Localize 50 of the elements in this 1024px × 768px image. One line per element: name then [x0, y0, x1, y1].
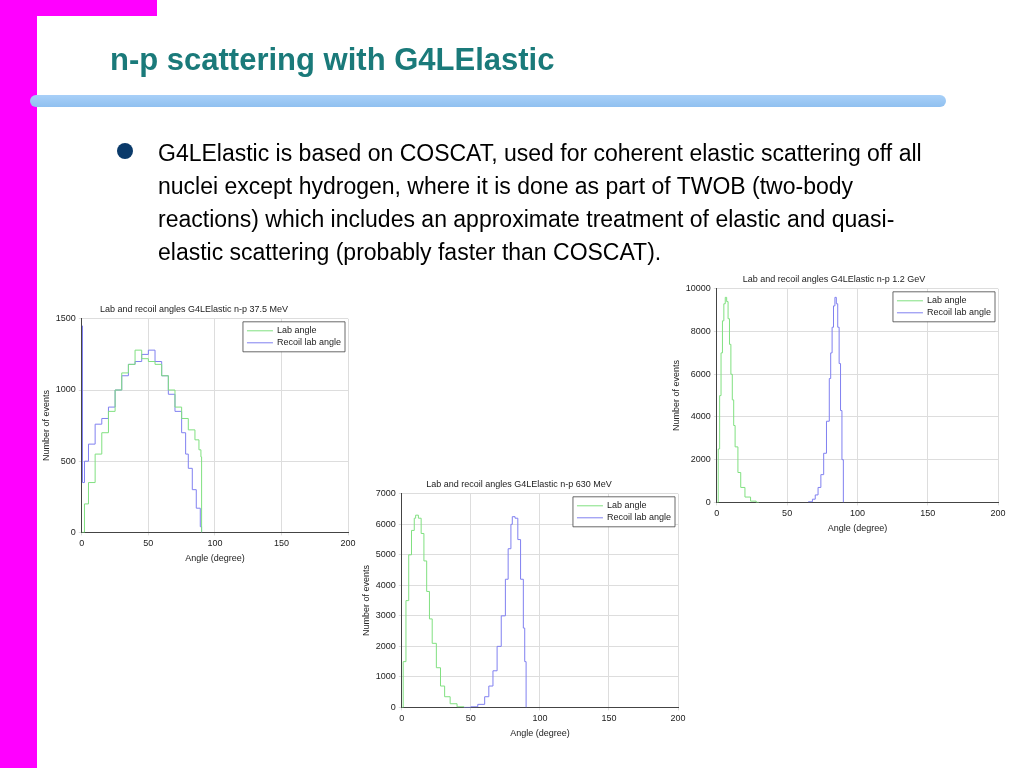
chart-title: Lab and recoil angles G4LElastic n-p 37.5 MeV [99, 303, 289, 314]
y-tick-label: 10000 [685, 283, 711, 294]
y-tick-label: 4000 [375, 579, 396, 590]
x-axis-title: Angle (degree) [185, 553, 245, 564]
legend-label: Lab angle [606, 500, 647, 511]
legend-label: Lab angle [276, 325, 317, 336]
y-tick-label: 6000 [375, 518, 396, 529]
x-tick-label: 100 [532, 713, 548, 724]
x-tick-label: 50 [143, 538, 154, 549]
x-tick-label: 0 [79, 538, 85, 549]
x-tick-label: 100 [849, 508, 865, 519]
x-tick-label: 100 [207, 538, 223, 549]
legend-label: Lab angle [926, 295, 967, 306]
y-tick-label: 8000 [690, 326, 711, 336]
x-tick-label: 0 [399, 713, 405, 724]
x-tick-label: 0 [714, 508, 720, 519]
x-tick-label: 150 [601, 713, 617, 724]
x-tick-label: 150 [273, 538, 289, 549]
legend-label: Recoil lab angle [926, 307, 992, 318]
x-tick-label: 200 [990, 508, 1006, 519]
y-tick-label: 500 [60, 455, 76, 466]
chart-title: Lab and recoil angles G4LElastic n-p 1.2 GeV [742, 273, 926, 284]
y-tick-label: 1500 [55, 313, 76, 324]
chart-title: Lab and recoil angles G4LElastic n-p 630 MeV [426, 478, 612, 489]
legend-label: Recoil lab angle [276, 337, 342, 348]
x-tick-label: 200 [340, 538, 356, 549]
x-tick-label: 200 [670, 713, 686, 724]
y-axis-title: Number of events [40, 389, 51, 462]
y-tick-label: 0 [705, 496, 711, 507]
text: G4LElastic is based on COSCAT, used for coherent elastic scattering off all nuclei except hydrogen, where it is done as part of TWOB (two-body reactions) which includes an approximate treatment of elastic and quasi-elastic scattering (probably faster than COSCAT). [158, 139, 923, 267]
y-axis-title: Number of events [360, 564, 371, 637]
y-tick-label: 2000 [375, 640, 396, 651]
y-tick-label: 0 [390, 701, 396, 712]
x-tick-label: 50 [782, 508, 793, 519]
y-tick-label: 7000 [375, 488, 396, 499]
y-tick-label: 0 [70, 526, 76, 537]
y-axis-title: Number of events [670, 359, 681, 432]
y-tick-label: 4000 [690, 411, 711, 422]
y-tick-label: 2000 [690, 454, 711, 465]
y-tick-label: 6000 [690, 368, 711, 379]
x-axis-title: Angle (degree) [510, 728, 570, 739]
y-tick-label: 1000 [375, 671, 396, 682]
y-tick-label: 3000 [375, 610, 396, 621]
x-tick-label: 50 [465, 713, 476, 724]
legend-label: Recoil lab angle [606, 512, 672, 523]
x-axis-title: Angle (degree) [827, 523, 888, 534]
y-tick-label: 5000 [375, 549, 396, 560]
y-tick-label: 1000 [55, 384, 76, 395]
x-tick-label: 150 [920, 508, 936, 519]
text: n-p scattering with G4LElastic [110, 42, 555, 78]
